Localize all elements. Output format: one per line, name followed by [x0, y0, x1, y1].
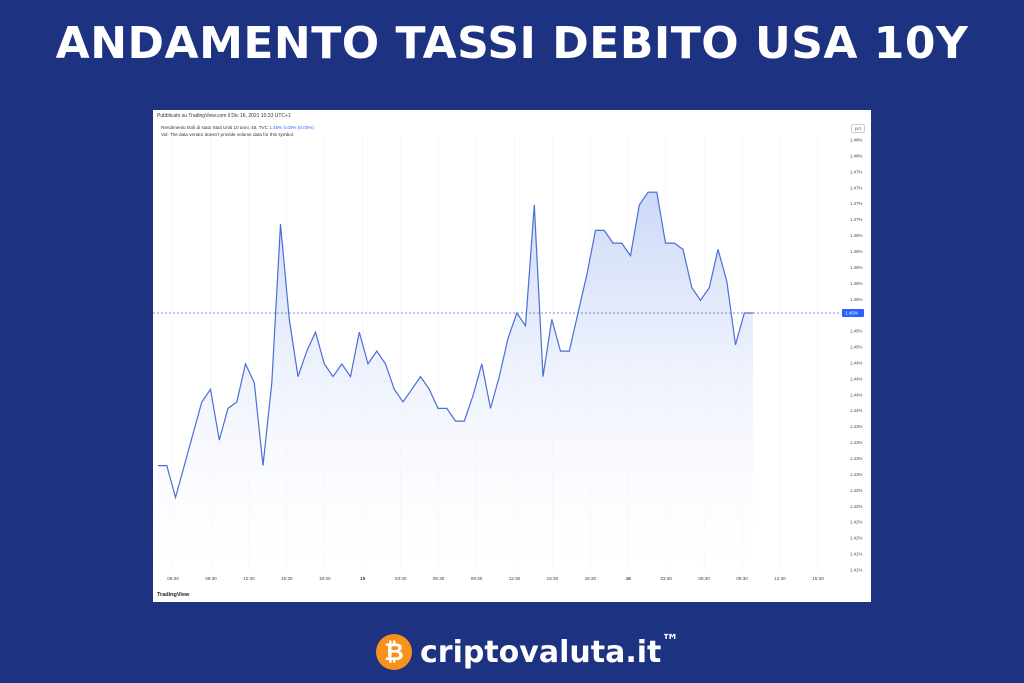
x-tick-label: 03:30	[660, 576, 672, 581]
x-tick-label: 06:30	[167, 576, 179, 581]
x-tick-label: 12:30	[774, 576, 786, 581]
bitcoin-coin-icon: ₿	[376, 634, 412, 670]
published-note: Pubblicato su TradingView.com il Dic 16,…	[157, 113, 291, 119]
y-tick-label: 1.45%	[850, 345, 863, 350]
x-tick-label: 15:30	[547, 576, 559, 581]
y-tick-label: 1.43%	[850, 424, 863, 429]
y-tick-label: 1.47%	[850, 217, 863, 222]
y-tick-label: 1.44%	[850, 376, 863, 381]
x-tick-label: 15:30	[812, 576, 824, 581]
x-tick-label: 12:30	[509, 576, 521, 581]
y-tick-label: 1.48%	[850, 153, 863, 158]
x-tick-label: 06:30	[698, 576, 710, 581]
last-price-label: 1.45%	[842, 309, 864, 317]
chart-canvas[interactable]: 1.48% 1.48% 1.47% 1.47% 1.47% 1.47% 1.46% 1.46%…	[153, 110, 871, 602]
series-legend: Rendimento titoli di stato Stati Uniti 1…	[161, 125, 314, 130]
svg-text:1.45%: 1.45%	[845, 311, 858, 316]
x-tick-label: 15	[360, 576, 366, 581]
tradingview-logo[interactable]: TradingView	[157, 592, 189, 598]
y-tick-label: 1.46%	[850, 233, 863, 238]
y-tick-label: 1.44%	[850, 408, 863, 413]
y-tick-label: 1.42%	[850, 520, 863, 525]
series-area	[158, 192, 753, 572]
y-tick-label: 1.43%	[850, 456, 863, 461]
legend-name: Rendimento titoli di stato Stati Uniti 1…	[161, 125, 268, 130]
x-tick-label: 12:30	[243, 576, 255, 581]
y-axis: 1.48% 1.48% 1.47% 1.47% 1.47% 1.47% 1.46% 1.46%…	[850, 138, 863, 573]
x-tick-label: 09:30	[736, 576, 748, 581]
y-tick-label: 1.42%	[850, 536, 863, 541]
x-tick-label: 09:30	[205, 576, 217, 581]
brand-name: criptovaluta.it™	[420, 631, 679, 670]
y-tick-label: 1.46%	[850, 249, 863, 254]
pct-toggle-button[interactable]: pct	[850, 124, 865, 133]
y-tick-label: 1.47%	[850, 201, 863, 206]
y-tick-label: 1.46%	[850, 265, 863, 270]
brand-text: criptovaluta.it	[420, 634, 662, 670]
y-tick-label: 1.45%	[850, 297, 863, 302]
x-tick-label: 18:30	[585, 576, 597, 581]
y-tick-label: 1.42%	[850, 488, 863, 493]
y-tick-label: 1.48%	[850, 138, 863, 143]
x-tick-label: 09:30	[471, 576, 483, 581]
y-tick-label: 1.41%	[850, 568, 863, 573]
x-axis: 06:30 09:30 12:30 15:30 18:30 15 03:30 06:30 09:…	[167, 576, 824, 581]
series-line	[158, 191, 753, 500]
x-tick-label: 18:30	[319, 576, 331, 581]
y-tick-label: 1.42%	[850, 504, 863, 509]
y-tick-label: 1.41%	[850, 552, 863, 557]
trademark-symbol: ™	[661, 630, 680, 652]
x-tick-label: 06:30	[433, 576, 445, 581]
x-tick-label: 16	[626, 576, 632, 581]
tradingview-logo-text: TradingView	[157, 592, 190, 598]
y-tick-label: 1.43%	[850, 472, 863, 477]
y-tick-label: 1.44%	[850, 360, 863, 365]
brand-footer: ₿ criptovaluta.it™	[376, 631, 679, 672]
y-tick-label: 1.46%	[850, 281, 863, 286]
volume-note: Vol: The data vendor doesn't provide vol…	[161, 132, 295, 137]
legend-values: 1.45% 0.00% (0.00%)	[269, 125, 314, 130]
y-tick-label: 1.43%	[850, 440, 863, 445]
y-tick-label: 1.44%	[850, 392, 863, 397]
y-tick-label: 1.45%	[850, 329, 863, 334]
y-tick-label: 1.47%	[850, 185, 863, 190]
chart-panel: 1.48% 1.48% 1.47% 1.47% 1.47% 1.47% 1.46% 1.46%…	[153, 110, 871, 602]
x-tick-label: 03:30	[395, 576, 407, 581]
y-tick-label: 1.47%	[850, 169, 863, 174]
x-tick-label: 15:30	[281, 576, 293, 581]
page-headline: ANDAMENTO TASSI DEBITO USA 10Y	[55, 18, 969, 69]
